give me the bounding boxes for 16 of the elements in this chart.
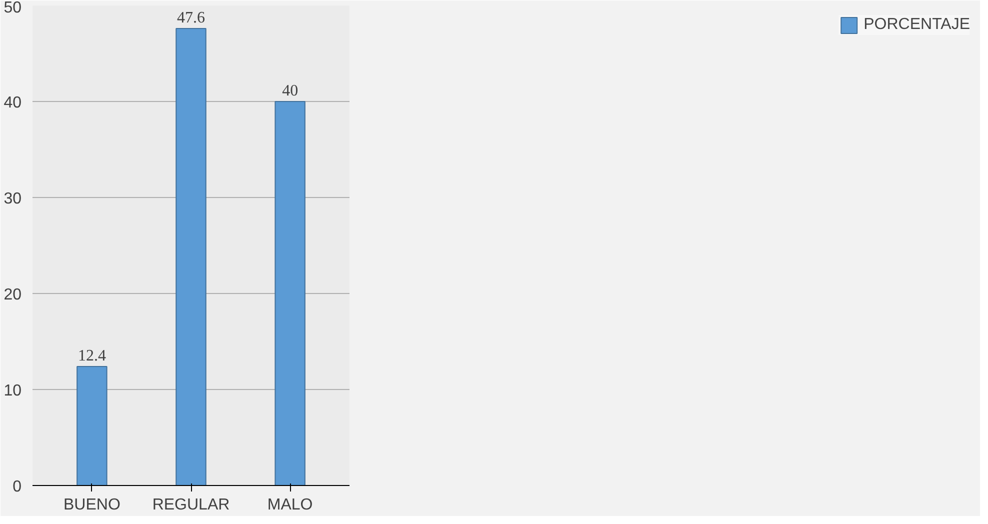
y-tick-label: 30 bbox=[4, 190, 22, 208]
legend-label: PORCENTAJE bbox=[864, 16, 970, 34]
y-tick-label: 50 bbox=[4, 0, 22, 16]
y-tick-label: 0 bbox=[12, 478, 22, 496]
data-label: 40 bbox=[282, 82, 298, 100]
data-label: 47.6 bbox=[177, 10, 205, 27]
bar bbox=[76, 366, 108, 486]
y-tick-label: 40 bbox=[4, 94, 22, 112]
data-label: 12.4 bbox=[78, 347, 106, 364]
x-tick-label: REGULAR bbox=[152, 496, 230, 514]
bar bbox=[176, 28, 206, 486]
x-tick-label: MALO bbox=[267, 496, 313, 514]
y-tick-label: 20 bbox=[4, 286, 22, 304]
bar bbox=[274, 101, 306, 486]
y-tick-label: 10 bbox=[4, 382, 22, 400]
x-tick-label: BUENO bbox=[63, 496, 120, 514]
